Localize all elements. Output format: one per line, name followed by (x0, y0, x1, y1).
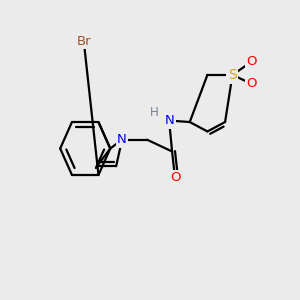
Text: H: H (149, 106, 158, 119)
Text: O: O (170, 172, 180, 184)
Text: O: O (246, 77, 257, 90)
Text: N: N (164, 114, 174, 127)
Text: O: O (246, 55, 257, 68)
Text: N: N (117, 133, 127, 146)
Text: Br: Br (76, 34, 91, 48)
Text: S: S (228, 68, 237, 82)
